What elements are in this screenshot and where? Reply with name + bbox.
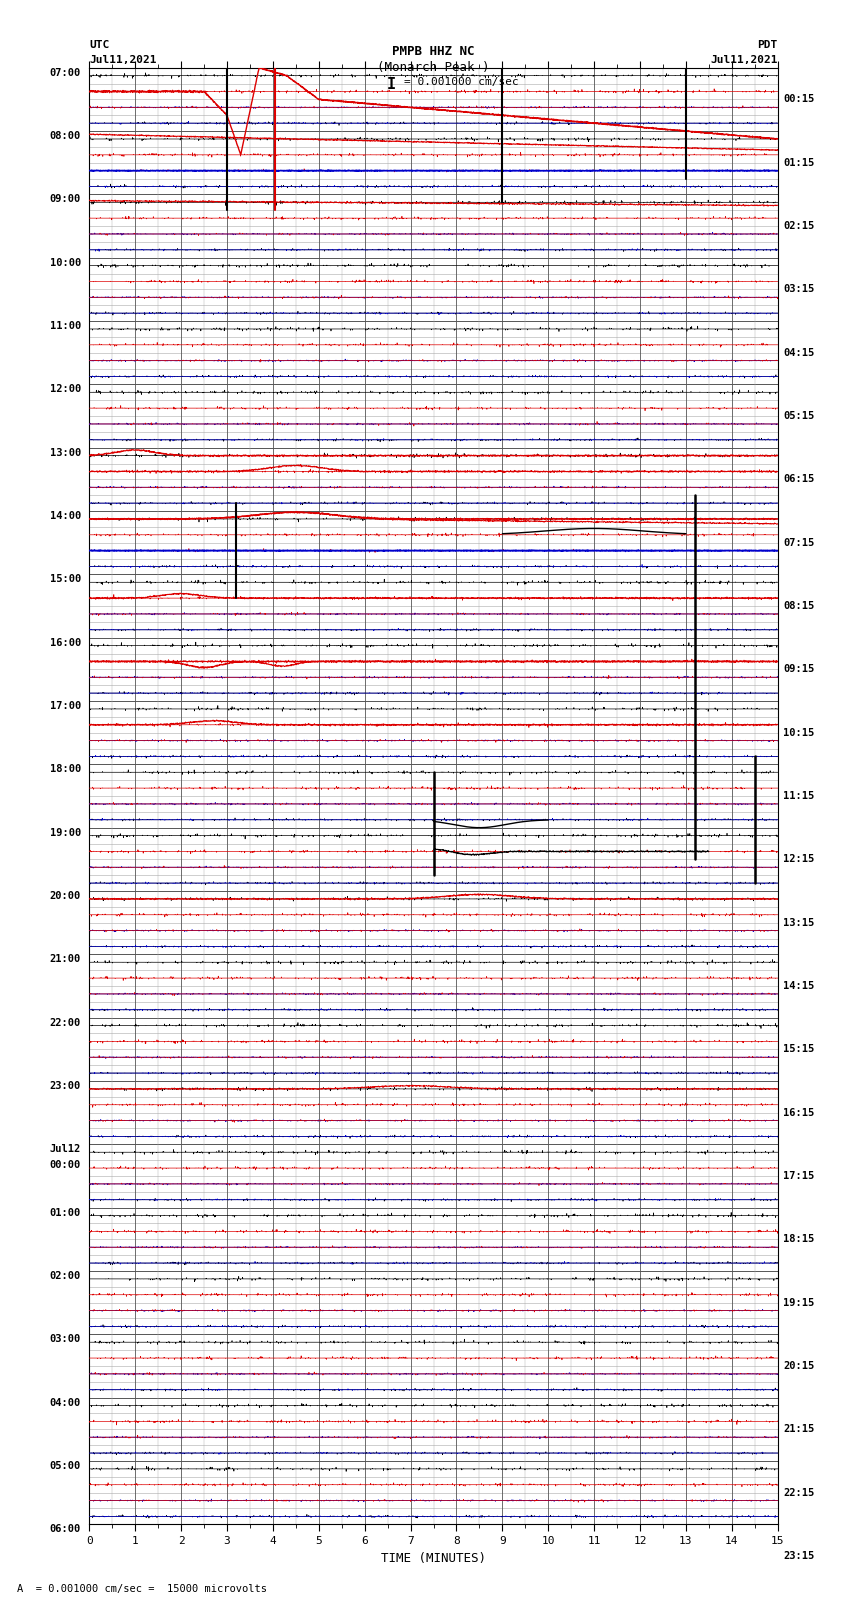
Text: Jul11,2021: Jul11,2021 — [711, 55, 778, 65]
Text: 06:15: 06:15 — [783, 474, 814, 484]
Text: 08:15: 08:15 — [783, 602, 814, 611]
Text: 05:00: 05:00 — [50, 1461, 81, 1471]
Text: PDT: PDT — [757, 40, 778, 50]
Text: 06:00: 06:00 — [50, 1524, 81, 1534]
Text: 10:00: 10:00 — [50, 258, 81, 268]
Text: A  = 0.001000 cm/sec =  15000 microvolts: A = 0.001000 cm/sec = 15000 microvolts — [17, 1584, 267, 1594]
Text: 07:00: 07:00 — [50, 68, 81, 77]
X-axis label: TIME (MINUTES): TIME (MINUTES) — [381, 1552, 486, 1565]
Text: 17:15: 17:15 — [783, 1171, 814, 1181]
Text: 05:15: 05:15 — [783, 411, 814, 421]
Text: 14:00: 14:00 — [50, 511, 81, 521]
Text: 22:15: 22:15 — [783, 1487, 814, 1497]
Text: 16:00: 16:00 — [50, 637, 81, 648]
Text: 13:00: 13:00 — [50, 448, 81, 458]
Text: UTC: UTC — [89, 40, 110, 50]
Text: 11:15: 11:15 — [783, 790, 814, 802]
Text: Jul11,2021: Jul11,2021 — [89, 55, 156, 65]
Text: 00:00: 00:00 — [50, 1160, 81, 1169]
Text: 02:00: 02:00 — [50, 1271, 81, 1281]
Text: I: I — [387, 77, 395, 92]
Text: PMPB HHZ NC: PMPB HHZ NC — [392, 45, 475, 58]
Text: 23:00: 23:00 — [50, 1081, 81, 1090]
Text: 20:00: 20:00 — [50, 890, 81, 902]
Text: 01:00: 01:00 — [50, 1208, 81, 1218]
Text: 04:00: 04:00 — [50, 1397, 81, 1408]
Text: 18:15: 18:15 — [783, 1234, 814, 1244]
Text: 17:00: 17:00 — [50, 702, 81, 711]
Text: 21:15: 21:15 — [783, 1424, 814, 1434]
Text: 12:00: 12:00 — [50, 384, 81, 395]
Text: 04:15: 04:15 — [783, 348, 814, 358]
Text: (Monarch Peak ): (Monarch Peak ) — [377, 61, 490, 74]
Text: 15:00: 15:00 — [50, 574, 81, 584]
Text: 03:15: 03:15 — [783, 284, 814, 295]
Text: 19:00: 19:00 — [50, 827, 81, 837]
Text: Jul12: Jul12 — [50, 1144, 81, 1155]
Text: 12:15: 12:15 — [783, 855, 814, 865]
Text: 14:15: 14:15 — [783, 981, 814, 990]
Text: 23:15: 23:15 — [783, 1552, 814, 1561]
Text: 07:15: 07:15 — [783, 537, 814, 548]
Text: 13:15: 13:15 — [783, 918, 814, 927]
Text: 19:15: 19:15 — [783, 1297, 814, 1308]
Text: 03:00: 03:00 — [50, 1334, 81, 1344]
Text: 10:15: 10:15 — [783, 727, 814, 737]
Text: 09:15: 09:15 — [783, 665, 814, 674]
Text: 22:00: 22:00 — [50, 1018, 81, 1027]
Text: 15:15: 15:15 — [783, 1044, 814, 1055]
Text: 20:15: 20:15 — [783, 1361, 814, 1371]
Text: 08:00: 08:00 — [50, 131, 81, 140]
Text: = 0.001000 cm/sec: = 0.001000 cm/sec — [404, 77, 518, 87]
Text: 02:15: 02:15 — [783, 221, 814, 231]
Text: 11:00: 11:00 — [50, 321, 81, 331]
Text: 21:00: 21:00 — [50, 955, 81, 965]
Text: 16:15: 16:15 — [783, 1108, 814, 1118]
Text: 01:15: 01:15 — [783, 158, 814, 168]
Text: 09:00: 09:00 — [50, 195, 81, 205]
Text: 00:15: 00:15 — [783, 95, 814, 105]
Text: 18:00: 18:00 — [50, 765, 81, 774]
